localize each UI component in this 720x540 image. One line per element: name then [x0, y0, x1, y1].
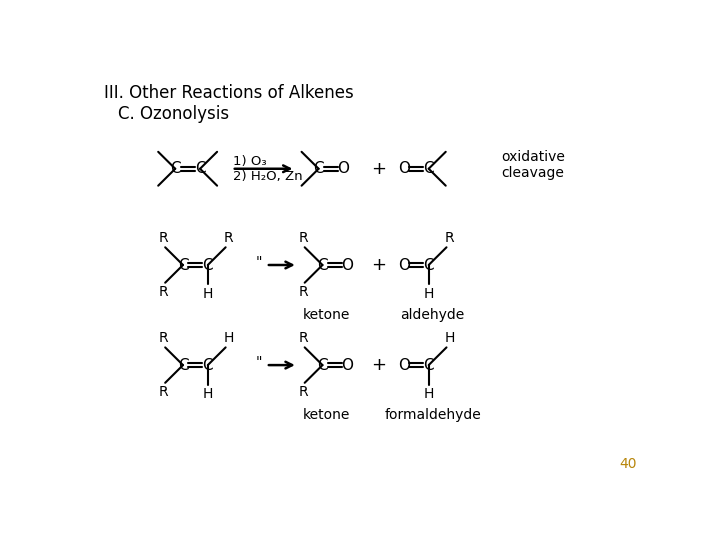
Text: +: +: [371, 256, 386, 274]
Text: O: O: [398, 258, 410, 273]
Text: C: C: [318, 357, 328, 373]
Text: +: +: [371, 160, 386, 178]
Text: C: C: [318, 258, 328, 273]
Text: oxidative
cleavage: oxidative cleavage: [500, 150, 564, 180]
Text: ": ": [256, 355, 262, 369]
Text: R: R: [159, 231, 168, 245]
Text: R: R: [159, 385, 168, 399]
Text: C. Ozonolysis: C. Ozonolysis: [118, 105, 229, 123]
Text: R: R: [224, 231, 233, 245]
Text: H: H: [202, 287, 213, 301]
Text: C: C: [423, 258, 434, 273]
Text: R: R: [298, 331, 308, 345]
Text: C: C: [313, 161, 324, 176]
Text: H: H: [423, 387, 434, 401]
Text: O: O: [338, 161, 349, 176]
Text: H: H: [202, 387, 213, 401]
Text: H: H: [223, 331, 234, 345]
Text: 1) O₃: 1) O₃: [233, 155, 267, 168]
Text: O: O: [398, 357, 410, 373]
Text: C: C: [202, 357, 213, 373]
Text: O: O: [341, 357, 354, 373]
Text: III. Other Reactions of Alkenes: III. Other Reactions of Alkenes: [104, 84, 354, 102]
Text: O: O: [341, 258, 354, 273]
Text: R: R: [445, 231, 454, 245]
Text: C: C: [194, 161, 205, 176]
Text: R: R: [159, 285, 168, 299]
Text: R: R: [298, 385, 308, 399]
Text: C: C: [423, 161, 434, 176]
Text: C: C: [170, 161, 181, 176]
Text: O: O: [398, 161, 410, 176]
Text: ketone: ketone: [302, 408, 350, 422]
Text: C: C: [423, 357, 434, 373]
Text: C: C: [178, 258, 189, 273]
Text: C: C: [202, 258, 213, 273]
Text: H: H: [423, 287, 434, 301]
Text: +: +: [371, 356, 386, 374]
Text: ": ": [256, 255, 262, 269]
Text: R: R: [298, 285, 308, 299]
Text: ketone: ketone: [302, 308, 350, 322]
Text: 2) H₂O, Zn: 2) H₂O, Zn: [233, 170, 303, 183]
Text: formaldehyde: formaldehyde: [384, 408, 481, 422]
Text: 40: 40: [619, 457, 636, 471]
Text: R: R: [159, 331, 168, 345]
Text: H: H: [444, 331, 455, 345]
Text: R: R: [298, 231, 308, 245]
Text: C: C: [178, 357, 189, 373]
Text: aldehyde: aldehyde: [400, 308, 464, 322]
